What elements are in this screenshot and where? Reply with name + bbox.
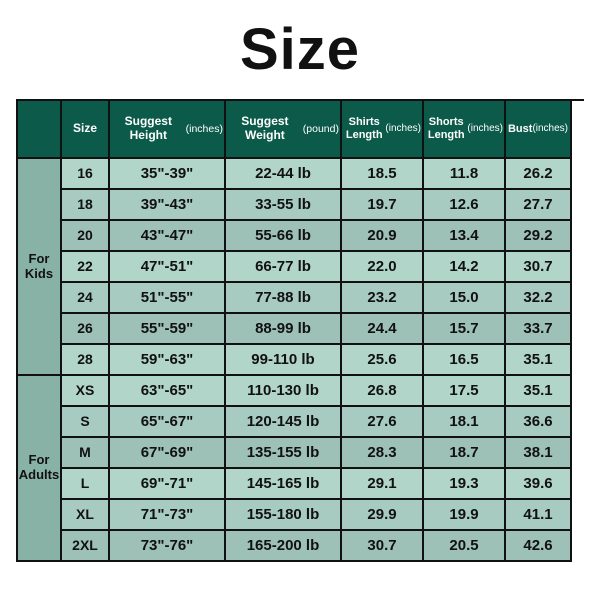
cell-height: 55"-59" (110, 314, 226, 345)
cell-height: 47"-51" (110, 252, 226, 283)
cell-shorts: 15.0 (424, 283, 506, 314)
cell-weight: 120-145 lb (226, 407, 342, 438)
cell-size: L (62, 469, 110, 500)
cell-bust: 36.6 (506, 407, 572, 438)
cell-shirts: 20.9 (342, 221, 424, 252)
cell-bust: 41.1 (506, 500, 572, 531)
cell-shorts: 18.7 (424, 438, 506, 469)
cell-weight: 165-200 lb (226, 531, 342, 562)
size-table: SizeSuggest Height(inches)Suggest Weight… (16, 99, 584, 562)
header-shorts: Shorts Length(inches) (424, 101, 506, 159)
cell-height: 59"-63" (110, 345, 226, 376)
cell-weight: 145-165 lb (226, 469, 342, 500)
cell-size: 2XL (62, 531, 110, 562)
cell-shorts: 14.2 (424, 252, 506, 283)
cell-shorts: 20.5 (424, 531, 506, 562)
cell-shirts: 19.7 (342, 190, 424, 221)
cell-bust: 26.2 (506, 159, 572, 190)
cell-bust: 35.1 (506, 345, 572, 376)
cell-shorts: 15.7 (424, 314, 506, 345)
cell-bust: 38.1 (506, 438, 572, 469)
cell-weight: 77-88 lb (226, 283, 342, 314)
cell-shorts: 18.1 (424, 407, 506, 438)
cell-height: 65"-67" (110, 407, 226, 438)
cell-size: S (62, 407, 110, 438)
cell-height: 71"-73" (110, 500, 226, 531)
cell-shorts: 19.3 (424, 469, 506, 500)
cell-shirts: 25.6 (342, 345, 424, 376)
header-group (18, 101, 62, 159)
cell-height: 39"-43" (110, 190, 226, 221)
cell-weight: 22-44 lb (226, 159, 342, 190)
cell-shorts: 17.5 (424, 376, 506, 407)
header-size: Size (62, 101, 110, 159)
cell-bust: 32.2 (506, 283, 572, 314)
cell-height: 35"-39" (110, 159, 226, 190)
cell-weight: 155-180 lb (226, 500, 342, 531)
cell-height: 43"-47" (110, 221, 226, 252)
cell-shorts: 16.5 (424, 345, 506, 376)
cell-shirts: 27.6 (342, 407, 424, 438)
header-weight: Suggest Weight(pound) (226, 101, 342, 159)
cell-weight: 33-55 lb (226, 190, 342, 221)
cell-shirts: 24.4 (342, 314, 424, 345)
cell-size: 24 (62, 283, 110, 314)
cell-shorts: 13.4 (424, 221, 506, 252)
cell-bust: 42.6 (506, 531, 572, 562)
header-height: Suggest Height(inches) (110, 101, 226, 159)
group-label: ForAdults (18, 376, 62, 562)
cell-weight: 55-66 lb (226, 221, 342, 252)
cell-size: XL (62, 500, 110, 531)
cell-bust: 30.7 (506, 252, 572, 283)
cell-size: 20 (62, 221, 110, 252)
page-title: Size (16, 16, 584, 83)
header-shirts: Shirts Length(inches) (342, 101, 424, 159)
cell-shirts: 23.2 (342, 283, 424, 314)
cell-shorts: 11.8 (424, 159, 506, 190)
cell-weight: 66-77 lb (226, 252, 342, 283)
cell-shorts: 19.9 (424, 500, 506, 531)
cell-height: 69"-71" (110, 469, 226, 500)
cell-weight: 135-155 lb (226, 438, 342, 469)
cell-size: 26 (62, 314, 110, 345)
cell-shirts: 18.5 (342, 159, 424, 190)
cell-shirts: 26.8 (342, 376, 424, 407)
cell-size: XS (62, 376, 110, 407)
cell-weight: 88-99 lb (226, 314, 342, 345)
cell-height: 67"-69" (110, 438, 226, 469)
cell-size: 22 (62, 252, 110, 283)
cell-shorts: 12.6 (424, 190, 506, 221)
cell-shirts: 29.1 (342, 469, 424, 500)
cell-height: 51"-55" (110, 283, 226, 314)
cell-bust: 27.7 (506, 190, 572, 221)
cell-height: 73"-76" (110, 531, 226, 562)
header-bust: Bust(inches) (506, 101, 572, 159)
cell-bust: 39.6 (506, 469, 572, 500)
cell-bust: 29.2 (506, 221, 572, 252)
group-label: ForKids (18, 159, 62, 376)
cell-size: 28 (62, 345, 110, 376)
cell-size: M (62, 438, 110, 469)
cell-shirts: 29.9 (342, 500, 424, 531)
cell-shirts: 30.7 (342, 531, 424, 562)
cell-height: 63"-65" (110, 376, 226, 407)
cell-bust: 35.1 (506, 376, 572, 407)
cell-shirts: 22.0 (342, 252, 424, 283)
cell-size: 16 (62, 159, 110, 190)
cell-size: 18 (62, 190, 110, 221)
cell-bust: 33.7 (506, 314, 572, 345)
cell-shirts: 28.3 (342, 438, 424, 469)
cell-weight: 110-130 lb (226, 376, 342, 407)
cell-weight: 99-110 lb (226, 345, 342, 376)
